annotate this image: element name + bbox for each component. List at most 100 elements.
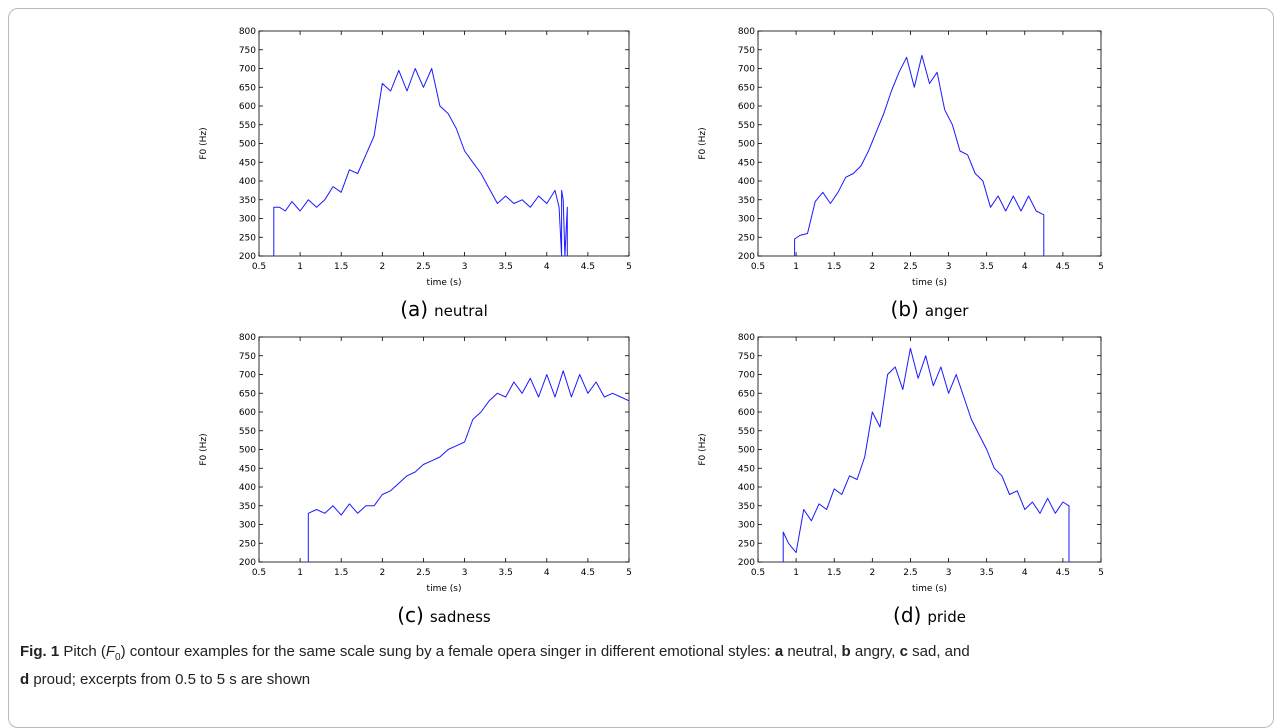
y-tick-label: 700 <box>239 65 256 75</box>
x-tick-label: 4 <box>1022 568 1028 578</box>
x-tick-label: 3.5 <box>499 262 513 272</box>
caption-f-symbol: F <box>105 643 116 660</box>
caption-text-2: ) contour examples for the same scale su… <box>120 643 775 660</box>
plot-area <box>258 336 630 563</box>
plot-area <box>258 30 630 257</box>
f0-contour-line <box>782 347 1070 562</box>
caption-text-a: neutral, <box>783 643 842 660</box>
y-tick-label: 700 <box>738 371 755 381</box>
y-tick-label: 400 <box>239 177 256 187</box>
panel-caption: (c) sadness <box>397 603 491 627</box>
caption-letter-b: b <box>841 643 851 660</box>
y-tick-label: 200 <box>239 252 256 262</box>
y-tick-label: 300 <box>738 521 755 531</box>
x-tick-label: 0.5 <box>252 568 266 578</box>
y-tick-label: 350 <box>738 196 755 206</box>
x-tick-label: 1 <box>297 262 303 272</box>
caption-text-b: angry, <box>850 643 900 660</box>
y-tick-label: 650 <box>239 83 256 93</box>
y-tick-label: 450 <box>239 464 256 474</box>
y-tick-label: 300 <box>239 521 256 531</box>
y-tick-label: 200 <box>239 558 256 568</box>
y-axis-label: F0 (Hz) <box>199 127 209 159</box>
y-tick-label: 500 <box>738 140 755 150</box>
x-tick-label: 5 <box>1098 568 1104 578</box>
y-axis-label: F0 (Hz) <box>698 433 708 465</box>
x-tick-label: 2 <box>379 262 385 272</box>
y-tick-label: 600 <box>738 102 755 112</box>
caption-letter-d: d <box>20 671 30 688</box>
y-tick-label: 650 <box>738 83 755 93</box>
caption-text-d: proud; excerpts from 0.5 to 5 s are show… <box>29 671 311 688</box>
y-tick-label: 300 <box>738 215 755 225</box>
x-axis-label: time (s) <box>912 584 947 594</box>
y-tick-label: 350 <box>239 196 256 206</box>
f0-contour-line <box>794 54 1045 256</box>
y-tick-label: 250 <box>738 233 755 243</box>
y-tick-label: 550 <box>239 427 256 437</box>
caption-letter-c: c <box>899 643 908 660</box>
y-tick-label: 600 <box>239 102 256 112</box>
y-tick-label: 700 <box>239 371 256 381</box>
y-tick-label: 800 <box>239 27 256 37</box>
x-tick-label: 1.5 <box>827 262 841 272</box>
y-tick-label: 250 <box>239 233 256 243</box>
y-tick-label: 450 <box>738 464 755 474</box>
y-tick-label: 500 <box>239 140 256 150</box>
f0-contour-line <box>273 68 568 257</box>
caption-text-c: sad, and <box>907 643 970 660</box>
x-tick-label: 3 <box>946 262 952 272</box>
plot-area <box>757 30 1102 257</box>
panel-caption: (d) pride <box>893 603 966 627</box>
x-tick-label: 1 <box>793 568 799 578</box>
caption-letter-a: a <box>774 643 784 660</box>
panel-letter: (a) <box>400 297 428 321</box>
x-tick-label: 4.5 <box>581 568 595 578</box>
panel-name: anger <box>925 302 969 320</box>
x-tick-label: 4 <box>1022 262 1028 272</box>
x-tick-label: 3 <box>462 568 468 578</box>
y-tick-label: 400 <box>239 483 256 493</box>
x-tick-label: 4.5 <box>1056 568 1070 578</box>
caption-text-1: Pitch ( <box>59 643 106 660</box>
caption-f-subscript: 0 <box>115 652 121 663</box>
panel-letter: (c) <box>397 603 424 627</box>
y-tick-label: 600 <box>239 408 256 418</box>
panel-letter: (b) <box>891 297 919 321</box>
x-tick-label: 2 <box>869 568 875 578</box>
y-tick-label: 400 <box>738 177 755 187</box>
panel-caption: (b) anger <box>891 297 970 321</box>
x-tick-label: 4 <box>544 568 550 578</box>
y-tick-label: 750 <box>738 352 755 362</box>
x-tick-label: 2.5 <box>416 568 430 578</box>
y-tick-label: 600 <box>738 408 755 418</box>
y-tick-label: 750 <box>738 46 755 56</box>
y-tick-label: 450 <box>239 158 256 168</box>
y-tick-label: 750 <box>239 352 256 362</box>
x-tick-label: 2.5 <box>903 568 917 578</box>
y-tick-label: 750 <box>239 46 256 56</box>
x-axis-label: time (s) <box>427 584 462 594</box>
y-tick-label: 200 <box>738 558 755 568</box>
chart-panel-2: 0.5 1 1.5 2 2.5 3 3.5 4 4.5 5 200 250 300 350 400 450 50… <box>698 27 1104 321</box>
x-tick-label: 2 <box>379 568 385 578</box>
chart-panel-4: 0.5 1 1.5 2 2.5 3 3.5 4 4.5 5 200 250 300 350 400 450 50… <box>698 333 1104 627</box>
y-tick-label: 550 <box>738 121 755 131</box>
y-tick-label: 500 <box>738 446 755 456</box>
x-tick-label: 5 <box>626 568 632 578</box>
y-tick-label: 650 <box>738 389 755 399</box>
y-tick-label: 550 <box>239 121 256 131</box>
x-tick-label: 3 <box>946 568 952 578</box>
f0-contour-line <box>307 370 630 562</box>
y-tick-label: 350 <box>738 502 755 512</box>
figure-caption: Fig. 1 Pitch (F0) contour examples for t… <box>20 641 1260 691</box>
x-tick-label: 2.5 <box>416 262 430 272</box>
x-tick-label: 0.5 <box>252 262 266 272</box>
panel-caption: (a) neutral <box>400 297 488 321</box>
x-tick-label: 4.5 <box>1056 262 1070 272</box>
y-tick-label: 250 <box>239 539 256 549</box>
y-tick-label: 250 <box>738 539 755 549</box>
panel-letter: (d) <box>893 603 921 627</box>
x-tick-label: 0.5 <box>751 262 765 272</box>
x-tick-label: 1.5 <box>334 568 348 578</box>
